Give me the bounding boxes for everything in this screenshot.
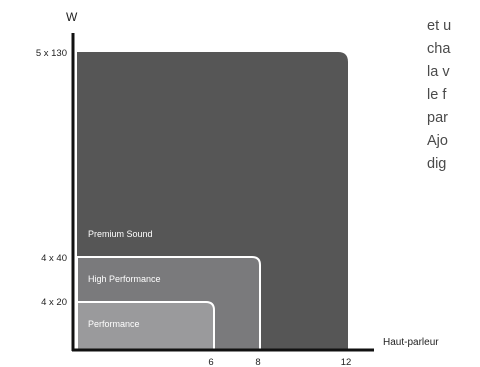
side-text-line: le f	[427, 87, 447, 103]
side-text-line: cha	[427, 41, 451, 57]
y-tick-label: 4 x 40	[41, 253, 67, 264]
tier-label-high-performance: High Performance	[88, 274, 161, 284]
y-axis-title: W	[66, 10, 78, 24]
x-tick-label: 8	[255, 357, 260, 367]
y-tick-label: 5 x 130	[36, 48, 67, 59]
side-text-line: et u	[427, 18, 452, 34]
tier-performance-area	[76, 301, 215, 351]
y-tick-label: 4 x 20	[41, 297, 67, 308]
side-text-line: par	[427, 110, 448, 126]
x-tick-label: 6	[208, 357, 213, 367]
side-text-line: Ajo	[427, 133, 448, 149]
x-tick-label: 12	[341, 357, 352, 367]
x-axis-title: Haut-parleur	[383, 337, 439, 348]
side-text-line: la v	[427, 64, 450, 80]
side-paragraph: et u cha la v le f par Ajo dig	[427, 15, 480, 176]
side-text-line: dig	[427, 156, 447, 172]
tier-label-premium-sound: Premium Sound	[88, 229, 153, 239]
tier-label-performance: Performance	[88, 319, 140, 329]
